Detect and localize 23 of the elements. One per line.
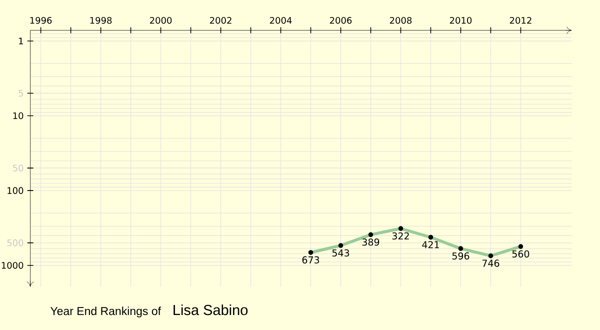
data-label: 560: [512, 250, 530, 258]
x-tick-label: 2004: [270, 16, 292, 24]
x-tick-label: 2002: [210, 16, 232, 24]
x-tick-label: 1996: [30, 16, 52, 24]
text: Lisa Sabino: [174, 304, 248, 316]
y-tick-label: 1: [19, 38, 23, 44]
data-label: 543: [332, 249, 350, 257]
data-label: 421: [422, 241, 439, 248]
y-tick-label: 10: [13, 112, 24, 120]
text: Year End Rankings of: [50, 306, 162, 318]
x-tick-label: 1998: [90, 16, 112, 24]
data-label: 673: [302, 256, 320, 264]
data-label: 596: [452, 252, 470, 260]
data-label: 322: [392, 232, 409, 240]
x-tick-label: 2010: [450, 16, 472, 24]
data-label: 746: [482, 260, 500, 267]
x-tick-label: 2000: [150, 16, 172, 24]
x-tick-label: 2008: [390, 16, 412, 24]
data-label: 389: [362, 238, 380, 246]
y-tick-label: 100: [8, 187, 24, 194]
y-tick-label: 1000: [2, 262, 24, 269]
x-tick-label: 2006: [330, 16, 352, 24]
x-tick-label: 2012: [510, 16, 532, 24]
